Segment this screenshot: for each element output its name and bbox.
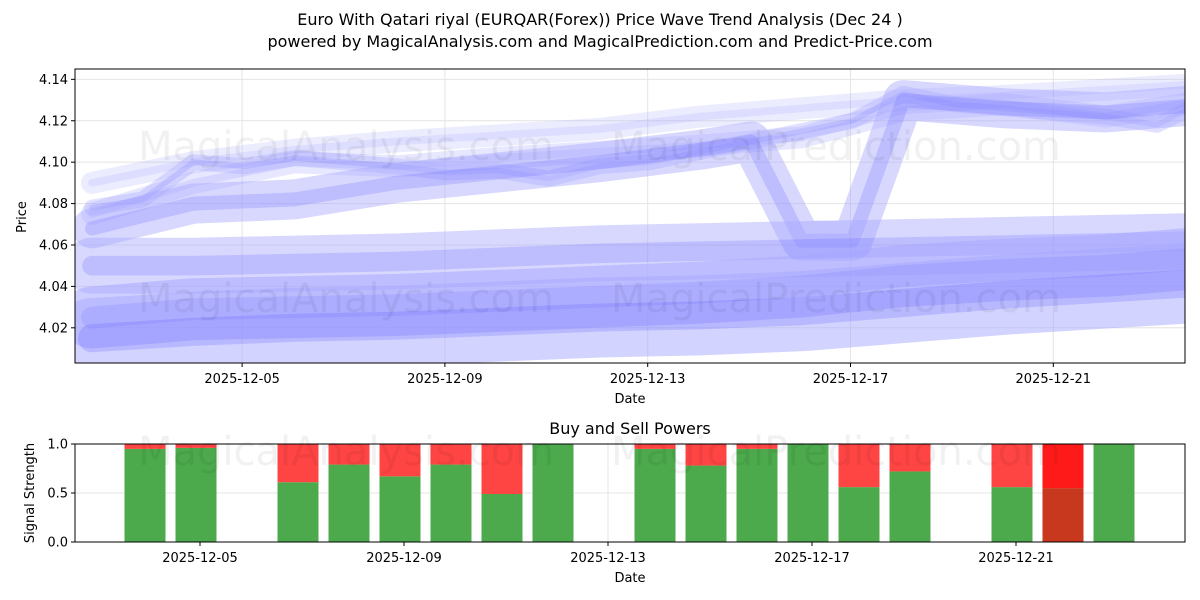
x-tick-label: 2025-12-21 [1016, 372, 1092, 387]
x-tick-label: 2025-12-13 [570, 551, 646, 566]
price-wave-line [89, 91, 1185, 211]
buy-bar [889, 471, 931, 542]
chart-subtitle: powered by MagicalAnalysis.com and Magic… [267, 32, 933, 51]
sell-bar [277, 444, 319, 483]
watermark-text: MagicalPrediction.com [611, 429, 1061, 475]
price-x-axis-label: Date [614, 392, 645, 407]
price-y-axis-label: Price [15, 201, 30, 233]
signal-watermarks: MagicalAnalysis.com MagicalPrediction.co… [138, 429, 1061, 475]
watermark-text: MagicalAnalysis.com [138, 429, 554, 475]
sell-bar [430, 444, 472, 465]
price-waves [75, 73, 1185, 363]
sell-bar [481, 444, 523, 494]
sell-bar [1042, 444, 1084, 489]
watermark-text: MagicalAnalysis.com [138, 276, 554, 322]
sell-bar [634, 444, 676, 449]
buy-bar [277, 482, 319, 542]
y-tick-label: 0.5 [47, 487, 68, 502]
sell-bar [838, 444, 880, 488]
price-watermarks: MagicalAnalysis.com MagicalPrediction.co… [138, 124, 1061, 322]
signal-y-axis-label: Signal Strength [23, 443, 38, 543]
price-wave-line [75, 80, 1185, 261]
x-tick-label: 2025-12-17 [813, 372, 889, 387]
price-wave-line [78, 269, 1185, 353]
y-tick-label: 4.04 [39, 280, 68, 295]
price-wave-line [88, 81, 1185, 187]
bar-chart-title: Buy and Sell Powers [549, 419, 711, 438]
x-tick-label: 2025-12-13 [610, 372, 686, 387]
watermark-text: MagicalPrediction.com [611, 276, 1061, 322]
y-tick-label: 4.02 [39, 321, 68, 336]
buy-bar [1093, 444, 1135, 542]
price-plot-frame [74, 68, 1186, 364]
chart-title: Euro With Qatari riyal (EURQAR(Forex)) P… [297, 10, 903, 29]
y-tick-label: 4.14 [39, 73, 68, 88]
watermark-text: MagicalPrediction.com [611, 124, 1061, 170]
buy-bar [634, 448, 676, 542]
price-wave-line [84, 85, 1185, 216]
x-tick-label: 2025-12-17 [774, 551, 850, 566]
buy-bar [1042, 488, 1084, 542]
buy-bar [379, 476, 421, 542]
sell-bar [889, 444, 931, 472]
y-tick-label: 4.10 [39, 156, 68, 171]
sell-bar [379, 444, 421, 477]
buy-bar [481, 493, 523, 542]
buy-bar [430, 464, 472, 542]
signal-y-axis: 0.0 0.5 1.0 [47, 438, 75, 551]
price-y-axis: 4.02 4.04 4.06 4.08 4.10 4.12 4.14 [39, 73, 75, 336]
buy-bar [685, 465, 727, 542]
buy-bar [736, 448, 778, 542]
buy-bar [328, 464, 370, 542]
sell-bar [124, 444, 166, 449]
y-tick-label: 1.0 [47, 438, 68, 453]
price-wave-line [81, 92, 1185, 225]
x-tick-label: 2025-12-21 [978, 551, 1054, 566]
sell-bar [736, 444, 778, 449]
buy-bar [787, 444, 829, 542]
y-tick-label: 4.12 [39, 114, 68, 129]
buy-bar [175, 447, 217, 542]
x-tick-label: 2025-12-09 [366, 551, 442, 566]
sell-bar [175, 444, 217, 448]
sell-bar [685, 444, 727, 466]
x-tick-label: 2025-12-05 [162, 551, 238, 566]
price-wave-line [85, 93, 1185, 248]
watermark-text: MagicalAnalysis.com [138, 124, 554, 170]
signal-bars [124, 444, 1135, 542]
x-tick-label: 2025-12-05 [204, 372, 280, 387]
buy-bar [532, 444, 574, 542]
price-wave-line [81, 73, 1185, 194]
x-tick-label: 2025-12-09 [407, 372, 483, 387]
sell-bar [991, 444, 1033, 488]
sell-bar [328, 444, 370, 465]
buy-bar [838, 487, 880, 542]
y-tick-label: 4.06 [39, 238, 68, 253]
y-tick-label: 0.0 [47, 536, 68, 551]
price-wave-line [88, 99, 1185, 218]
price-wave-line [75, 243, 1185, 363]
buy-bar [124, 448, 166, 542]
signal-x-axis: 2025-12-05 2025-12-09 2025-12-13 2025-12-17… [162, 542, 1054, 566]
y-tick-label: 4.08 [39, 197, 68, 212]
buy-bar [991, 487, 1033, 542]
signal-x-axis-label: Date [614, 571, 645, 586]
price-x-axis: 2025-12-05 2025-12-09 2025-12-13 2025-12-17… [204, 363, 1091, 387]
